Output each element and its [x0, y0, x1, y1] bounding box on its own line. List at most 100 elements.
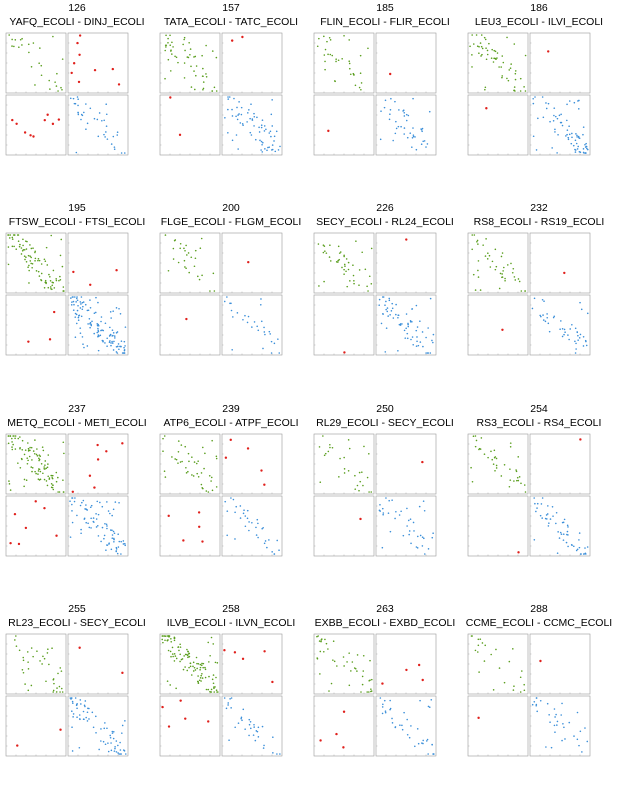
- contact-point: [260, 140, 263, 143]
- contact-point: [523, 689, 526, 692]
- plot-quadrant-frame: [159, 495, 221, 557]
- contact-point: [55, 279, 58, 282]
- contact-point: [88, 707, 90, 710]
- contact-point: [582, 126, 585, 128]
- contact-point: [490, 57, 493, 59]
- contact-point: [230, 302, 232, 305]
- contact-point: [121, 442, 124, 445]
- contact-point: [496, 57, 498, 59]
- contact-point: [401, 724, 403, 727]
- contact-point: [37, 473, 39, 475]
- contact-point: [349, 73, 352, 76]
- contact-point: [361, 683, 364, 686]
- contact-point: [246, 447, 250, 450]
- contact-point: [367, 47, 369, 50]
- plot-quadrant-frame: [5, 94, 67, 156]
- contact-point: [106, 727, 108, 730]
- contact-point: [277, 338, 279, 340]
- contact-point: [31, 263, 34, 265]
- contact-point: [75, 322, 78, 325]
- contact-point: [113, 537, 115, 540]
- contact-point: [258, 126, 260, 129]
- plot-quadrant-frame: [529, 294, 591, 356]
- contact-point: [115, 751, 118, 753]
- contact-point: [553, 708, 556, 710]
- contact-point: [476, 651, 479, 653]
- contact-point: [81, 501, 83, 504]
- contact-point: [259, 139, 261, 142]
- contact-point: [108, 335, 111, 337]
- contact-point: [556, 720, 559, 723]
- contact-point: [51, 474, 54, 477]
- contact-point: [426, 352, 429, 354]
- contact-point: [419, 341, 422, 343]
- contact-point: [169, 684, 171, 686]
- contact-point: [203, 467, 205, 470]
- contact-point: [397, 314, 400, 317]
- contact-point: [224, 456, 228, 459]
- contact-point: [59, 728, 62, 731]
- contact-point: [406, 507, 408, 510]
- contact-point: [211, 90, 214, 92]
- contact-point: [370, 282, 373, 285]
- contact-point: [423, 509, 426, 512]
- contact-point: [111, 529, 113, 532]
- contact-point: [44, 464, 46, 466]
- contact-map: [5, 433, 129, 557]
- contact-point: [331, 446, 334, 449]
- contact-point: [385, 300, 387, 303]
- plot-quadrant-frame: [375, 433, 437, 495]
- contact-point: [166, 680, 169, 682]
- contact-point: [539, 699, 542, 702]
- contact-point: [552, 120, 555, 122]
- contact-point: [348, 62, 351, 65]
- contact-point: [212, 643, 215, 645]
- contact-point: [96, 118, 99, 121]
- contact-point: [99, 334, 102, 337]
- contact-map: [313, 433, 437, 557]
- contact-point: [416, 326, 419, 328]
- contact-point: [263, 542, 266, 545]
- contact-point: [553, 724, 556, 727]
- contact-point: [553, 114, 555, 117]
- contact-point: [349, 280, 351, 282]
- contact-point: [260, 469, 263, 472]
- contact-point: [571, 323, 573, 326]
- contact-point: [429, 297, 432, 300]
- contact-point: [89, 326, 91, 329]
- contact-point: [491, 458, 494, 461]
- contact-point: [253, 726, 255, 728]
- contact-point: [96, 331, 99, 334]
- contact-point: [425, 740, 428, 742]
- contact-point: [97, 335, 99, 338]
- contact-point: [320, 640, 322, 643]
- contact-point: [335, 60, 337, 63]
- contact-point: [536, 507, 538, 509]
- contact-point: [23, 131, 27, 134]
- contact-map: [467, 633, 591, 757]
- contact-point: [22, 671, 25, 674]
- contact-point: [78, 646, 81, 649]
- contact-point: [200, 483, 203, 486]
- contact-point: [21, 458, 23, 461]
- contact-point: [84, 303, 87, 306]
- contact-point: [414, 136, 416, 138]
- contact-point: [263, 326, 265, 329]
- contact-point: [210, 688, 213, 691]
- contact-point: [316, 635, 318, 638]
- contact-point: [168, 635, 171, 637]
- panel-number: 255: [68, 603, 86, 615]
- contact-point: [114, 337, 116, 339]
- contact-point: [13, 234, 16, 236]
- contact-point: [517, 278, 520, 280]
- contact-point: [197, 460, 199, 462]
- contact-point: [566, 129, 569, 131]
- contact-point: [578, 539, 580, 541]
- contact-point: [197, 511, 201, 514]
- contact-point: [405, 327, 407, 330]
- contact-point: [480, 55, 482, 57]
- contact-point: [472, 435, 475, 438]
- contact-point: [76, 299, 79, 302]
- contact-point: [234, 538, 236, 540]
- contact-point: [576, 738, 579, 741]
